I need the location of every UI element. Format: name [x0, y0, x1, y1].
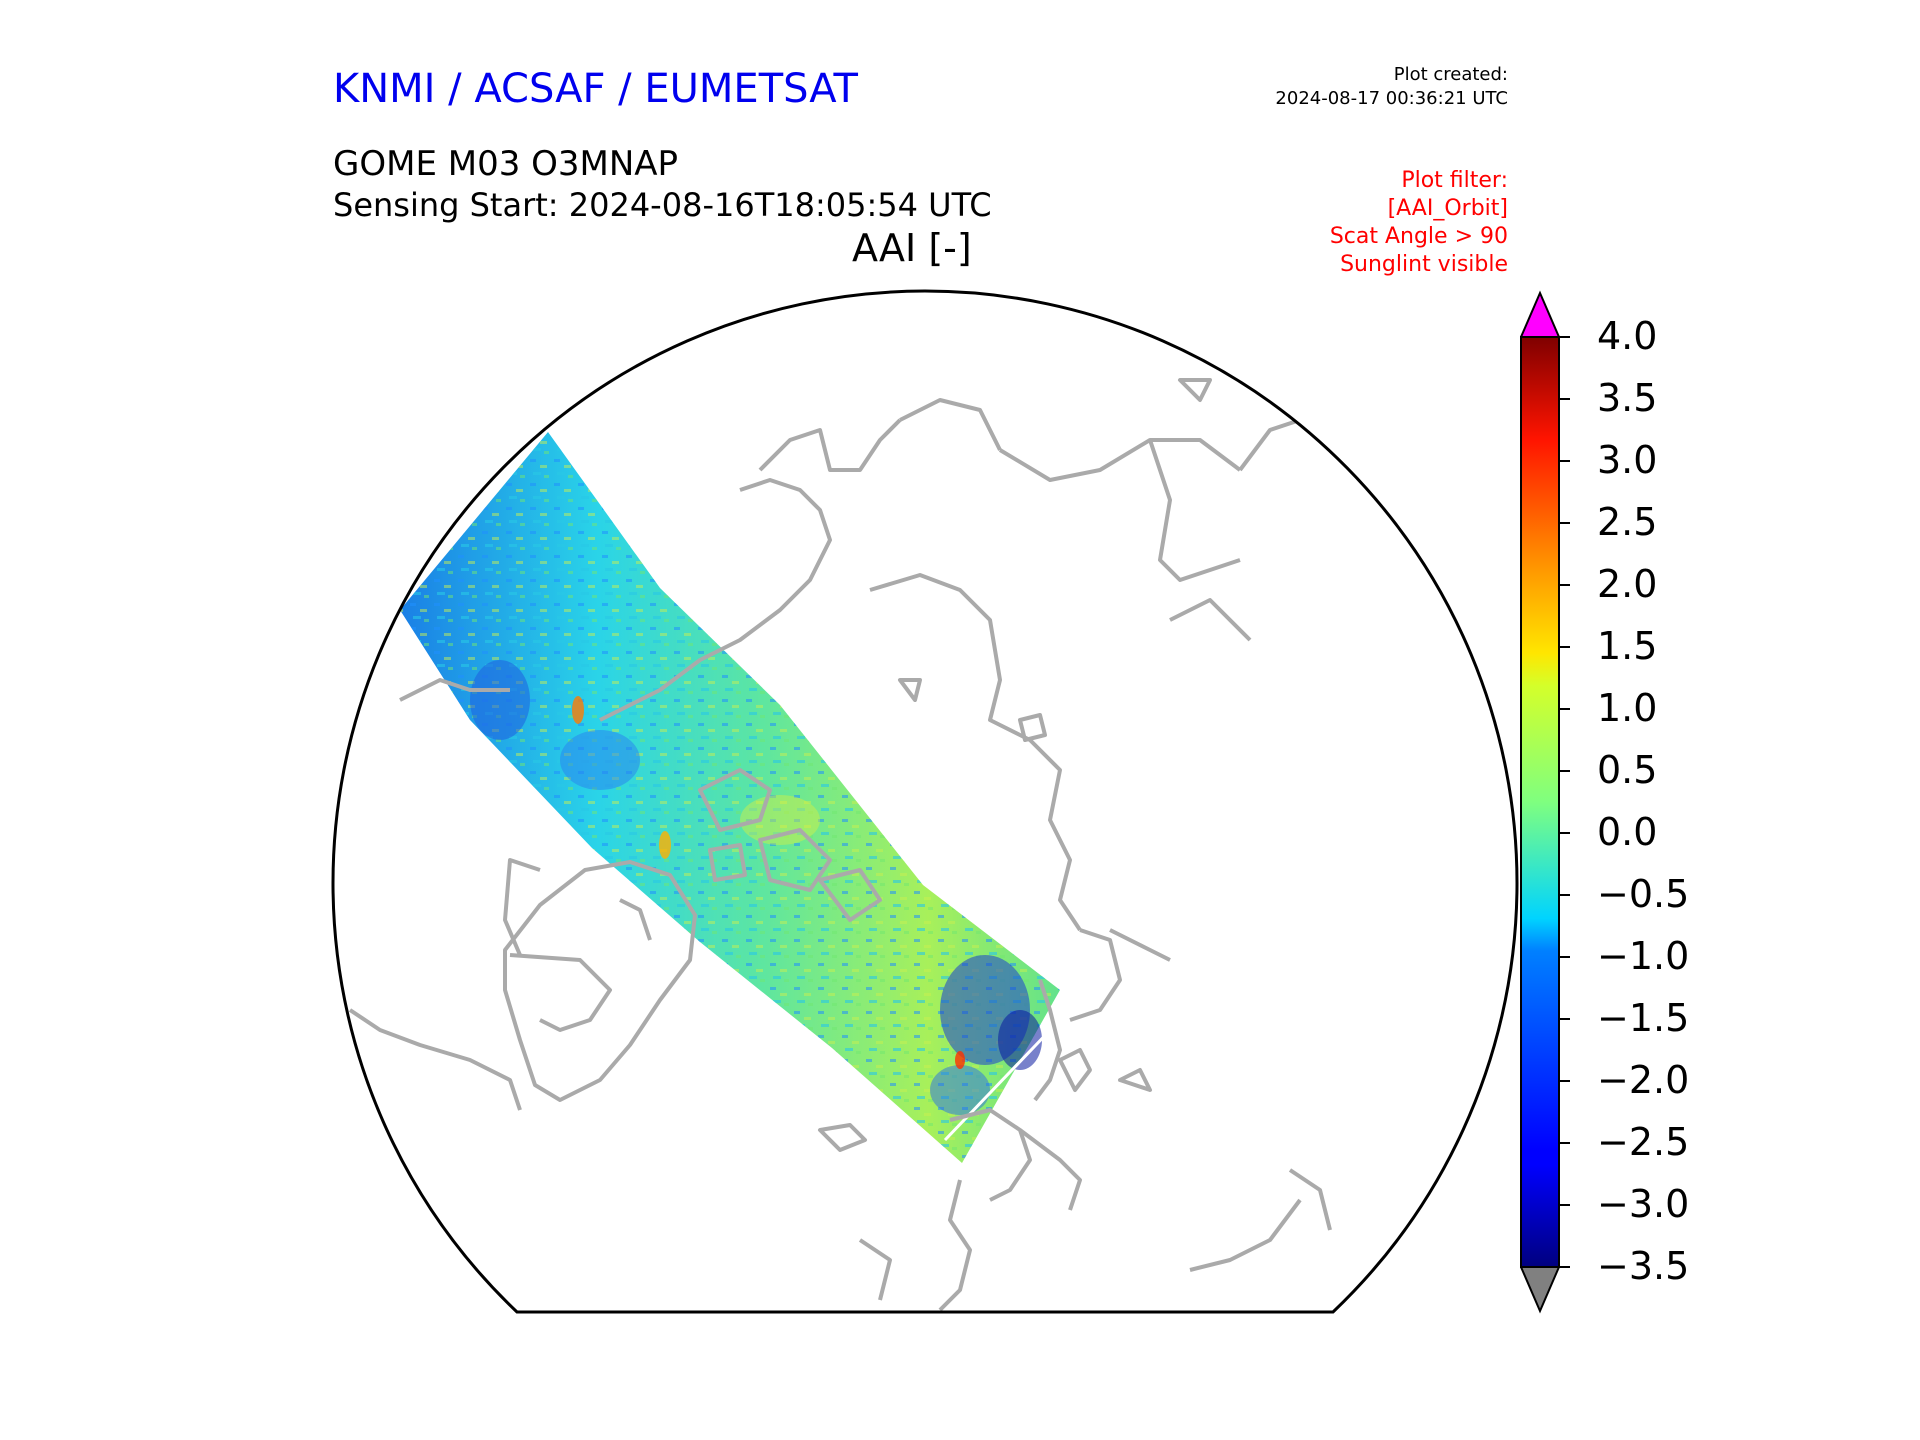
filter-line-2: [AAI_Orbit] — [1387, 196, 1508, 221]
map-boundary — [331, 289, 1519, 1314]
colorbar-tick-label: 3.0 — [1597, 438, 1658, 482]
colorbar-tick-label: −0.5 — [1597, 872, 1690, 916]
colorbar-tick-label: 3.5 — [1597, 376, 1658, 420]
colorbar-tick-label: 1.5 — [1597, 624, 1658, 668]
colorbar-gradient — [1520, 336, 1560, 1268]
colorbar-tick-label: −1.0 — [1597, 934, 1690, 978]
colorbar-under-triangle — [1520, 1266, 1561, 1314]
colorbar-tickmarks — [1559, 336, 1570, 1268]
organisation-title: KNMI / ACSAF / EUMETSAT — [333, 66, 858, 112]
plot-title: AAI [-] — [852, 226, 972, 270]
filter-line-3: Scat Angle > 90 — [1329, 224, 1508, 249]
product-name: GOME M03 O3MNAP — [333, 144, 679, 184]
map-content — [348, 378, 1332, 1312]
aai-swath — [400, 432, 1060, 1163]
colorbar-tick-label: −2.0 — [1597, 1058, 1690, 1102]
colorbar-tick-label: −3.5 — [1597, 1244, 1690, 1288]
colorbar-tick-label: −1.5 — [1597, 996, 1690, 1040]
colorbar-tick-label: 0.0 — [1597, 810, 1658, 854]
filter-line-1: Plot filter: — [1401, 168, 1508, 193]
colorbar-tick-label: 2.0 — [1597, 562, 1658, 606]
colorbar-tick-label: 0.5 — [1597, 748, 1658, 792]
filter-line-4: Sunglint visible — [1340, 252, 1508, 277]
plot-created-label: Plot created: — [1393, 64, 1508, 85]
colorbar-tick-label: 2.5 — [1597, 500, 1658, 544]
plot-created-time: 2024-08-17 00:36:21 UTC — [1275, 88, 1508, 109]
colorbar — [1520, 290, 1570, 1314]
colorbar-tick-label: −2.5 — [1597, 1120, 1690, 1164]
colorbar-tick-label: 1.0 — [1597, 686, 1658, 730]
coastlines — [348, 378, 1332, 1312]
colorbar-over-triangle — [1520, 290, 1561, 338]
colorbar-tick-label: 4.0 — [1597, 314, 1658, 358]
sensing-start: Sensing Start: 2024-08-16T18:05:54 UTC — [333, 186, 992, 224]
colorbar-tick-label: −3.0 — [1597, 1182, 1690, 1226]
